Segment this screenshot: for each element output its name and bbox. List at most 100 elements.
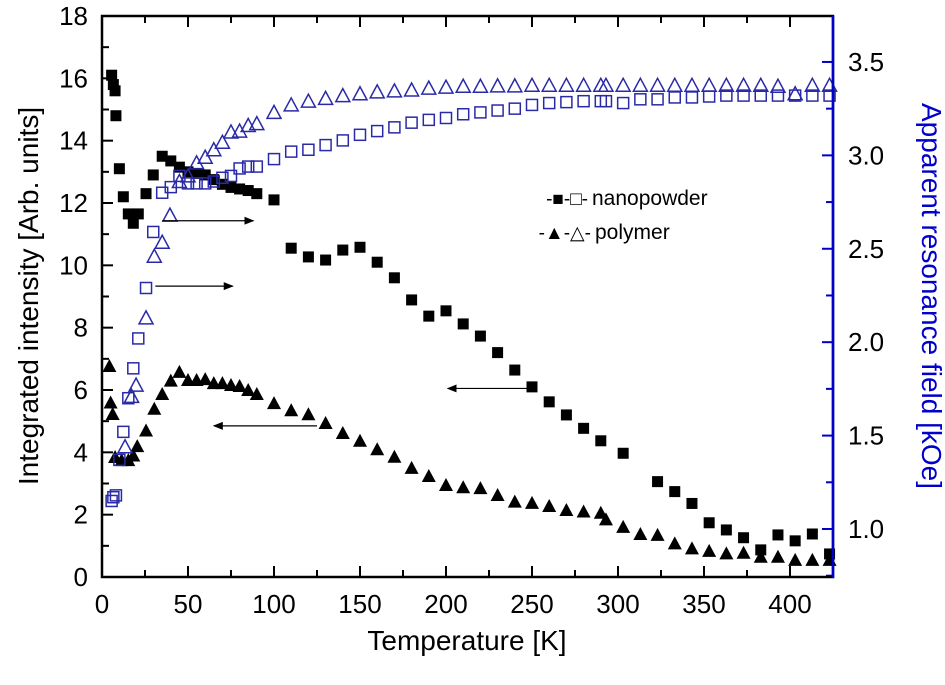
y2-tick-label: 3.0 [848,140,884,170]
data-point-open-square [147,225,160,239]
data-point-filled-square [669,486,681,498]
y-tick-label: 0 [74,562,88,592]
data-point-filled-triangle [439,478,453,492]
data-point-open-triangle [614,76,632,93]
legend: -■-□- nanopowder -▲-△- polymer [539,187,708,244]
data-point-open-triangle [317,89,334,106]
data-point-open-triangle [575,76,592,93]
data-point-filled-square [109,85,121,97]
legend-item-nanopowder: -■-□- nanopowder [546,187,708,210]
data-point-open-square [224,169,238,183]
data-point-open-square [668,91,682,104]
data-point-filled-square [354,241,366,253]
data-point-filled-square [117,191,129,203]
data-point-filled-square [686,497,698,509]
data-point-filled-triangle [616,519,631,533]
data-point-filled-square [595,435,607,447]
data-point-filled-triangle [473,481,488,495]
data-point-open-triangle [597,76,615,93]
data-point-open-triangle [523,76,541,93]
x-tick-label: 200 [424,589,467,619]
data-point-open-square [508,102,522,115]
y-tick-label: 10 [59,250,88,280]
data-point-open-square [127,362,140,375]
y-tick-label: 6 [74,375,88,405]
legend-label-nanopowder: nanopowder [592,187,708,210]
data-point-filled-square [423,310,435,322]
data-point-filled-square [720,524,732,536]
data-point-open-triangle [769,77,787,93]
data-point-open-triangle [214,133,231,150]
data-point-open-square [353,128,367,142]
data-point-open-triangle [231,122,248,138]
data-point-open-square [439,111,453,125]
x-tick-label: 50 [174,589,203,619]
series-polymer-resonance-field [116,76,838,454]
annotation-arrows [155,216,529,430]
y2-tick-label: 2.0 [848,327,884,357]
data-point-open-triangle [632,76,649,93]
y2-tick-label: 3.5 [848,47,884,77]
data-point-filled-square [140,188,152,200]
data-point-open-square [216,171,229,185]
data-point-open-triangle [506,77,524,93]
data-point-open-square [771,89,785,102]
data-point-filled-triangle [719,546,734,560]
x-tick-label: 400 [768,589,811,619]
y2-tick-label: 1.0 [848,514,884,544]
data-point-filled-square [302,251,314,263]
data-point-filled-triangle [404,460,419,474]
data-point-open-triangle [116,438,134,454]
data-point-open-square [107,490,120,504]
data-point-open-square [241,160,255,173]
data-point-filled-square [127,217,139,229]
data-point-filled-triangle [172,364,187,378]
data-point-filled-square [225,181,237,193]
data-point-open-triangle [386,82,403,98]
data-point-filled-square [132,208,144,220]
data-point-open-triangle [420,79,438,95]
data-point-open-square [198,177,212,190]
data-point-filled-square [806,528,818,540]
y2-tick-label: 1.5 [848,421,884,451]
series-nanopowder-resonance-field [105,89,836,508]
x-tick-label: 150 [338,589,381,619]
data-point-filled-triangle [215,376,230,390]
data-point-open-square [139,281,153,295]
data-point-filled-triangle [335,426,350,440]
data-point-filled-square [388,272,400,284]
data-point-filled-square [251,188,263,200]
data-point-filled-square [617,447,629,459]
data-point-open-square [720,89,733,102]
data-point-filled-triangle [130,439,145,453]
data-point-open-triangle [196,148,214,164]
data-point-filled-triangle [684,541,699,555]
data-point-filled-triangle [232,378,247,392]
data-point-filled-triangle [598,512,613,526]
data-point-filled-triangle [770,549,785,563]
data-point-open-square [737,89,750,102]
data-point-open-square [806,89,819,102]
data-point-filled-triangle [633,526,648,540]
data-point-filled-square [652,476,664,488]
data-point-filled-triangle [353,433,367,447]
data-point-open-triangle [334,87,352,103]
y-tick-label: 12 [59,188,88,218]
data-point-open-triangle [179,167,197,183]
data-point-filled-square [110,110,122,122]
data-point-filled-triangle [421,469,436,483]
data-point-filled-triangle [576,504,591,518]
data-point-filled-square [543,396,555,408]
data-point-open-triangle [786,85,804,101]
data-point-open-square [599,94,613,108]
data-point-open-square [560,95,573,109]
data-point-open-square [117,425,130,439]
data-point-filled-square [440,305,452,317]
data-point-filled-square [285,242,297,254]
y-tick-label: 14 [59,126,88,156]
data-point-open-square [370,124,384,138]
data-point-open-triangle [351,85,369,101]
data-point-open-triangle [489,77,506,93]
x-tick-label: 100 [252,589,295,619]
